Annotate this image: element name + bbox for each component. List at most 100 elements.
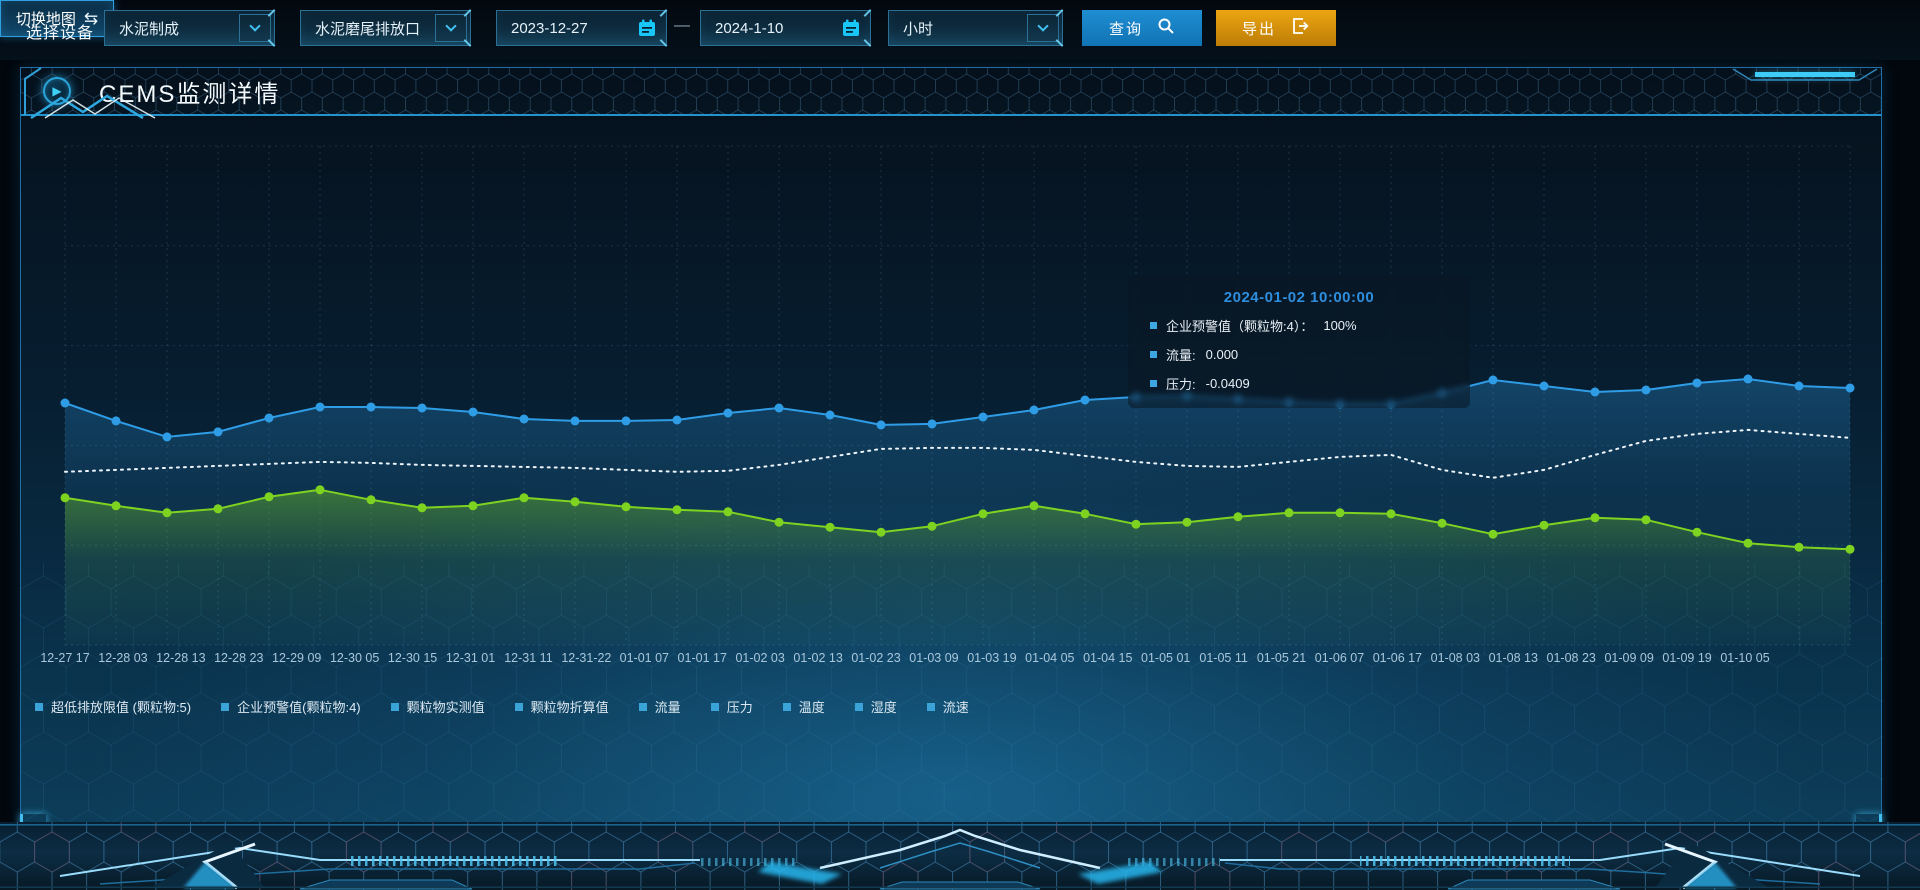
hexagon-pattern-cell bbox=[268, 614, 315, 668]
hexagon-pattern-cell bbox=[1506, 731, 1553, 785]
legend-item-label: 企业预警值(颗粒物:4) bbox=[237, 700, 361, 715]
hexagon-pattern-cell bbox=[1291, 109, 1308, 114]
hexagon-pattern-cell bbox=[893, 73, 916, 99]
hexagon-pattern-cell bbox=[1160, 822, 1196, 843]
hexagon-pattern-cell bbox=[1662, 73, 1685, 99]
legend-item[interactable]: 颗粒物折算值 bbox=[514, 697, 609, 716]
hexagon-pattern-cell bbox=[571, 68, 594, 81]
hexagon-pattern-cell bbox=[1485, 68, 1508, 81]
hexagon-pattern-cell bbox=[23, 109, 40, 114]
hexagon-pattern-cell bbox=[43, 770, 89, 824]
hexagon-pattern-cell bbox=[737, 68, 760, 81]
legend-item[interactable]: 颗粒物实测值 bbox=[390, 697, 485, 716]
hexagon-pattern-cell bbox=[1551, 731, 1598, 785]
play-icon[interactable]: ▶ bbox=[43, 77, 71, 105]
switch-map-button[interactable]: 切换地图 ⇆ bbox=[0, 0, 114, 37]
hexagon-pattern-cell bbox=[1340, 91, 1363, 114]
hexagon-pattern-cell bbox=[952, 861, 988, 890]
hexagon-pattern-cell bbox=[1709, 692, 1756, 746]
hexagon-pattern-cell bbox=[223, 563, 270, 590]
device-category-select[interactable]: 水泥制成 bbox=[104, 10, 275, 46]
hexagon-pattern-cell bbox=[148, 109, 165, 114]
hexagon-pattern-cell bbox=[1402, 68, 1425, 81]
tooltip-row: 企业预警值（颗粒物:4）： 100% bbox=[1150, 316, 1448, 335]
hexagon-pattern-cell bbox=[1686, 109, 1703, 114]
hexagon-pattern-cell bbox=[1596, 653, 1643, 707]
hexagon-pattern-cell bbox=[1078, 614, 1125, 668]
hexagon-pattern-cell bbox=[363, 861, 399, 890]
hexagon-pattern-cell bbox=[1142, 73, 1165, 99]
legend-item[interactable]: 企业预警值(颗粒物:4) bbox=[221, 697, 361, 716]
hexagon-pattern-cell bbox=[1028, 68, 1051, 81]
hexagon-pattern-cell bbox=[1267, 73, 1290, 99]
hexagon-pattern-cell bbox=[0, 861, 18, 890]
hexagon-pattern-cell bbox=[1371, 653, 1418, 707]
outlet-select[interactable]: 水泥磨尾排放口 bbox=[300, 10, 471, 46]
hexagon-pattern-cell bbox=[1818, 68, 1841, 81]
hexagon-pattern-cell bbox=[88, 614, 135, 668]
hexagon-pattern-cell bbox=[268, 563, 315, 590]
legend-item[interactable]: 流量 bbox=[638, 697, 681, 716]
outlet-select-value: 水泥磨尾排放口 bbox=[315, 20, 421, 38]
hexagon-pattern-cell bbox=[1326, 653, 1373, 707]
hexagon-pattern-cell bbox=[1385, 831, 1421, 873]
hexagon-pattern-cell bbox=[1844, 692, 1883, 746]
legend-item[interactable]: 温度 bbox=[782, 697, 825, 716]
hexagon-pattern-cell bbox=[605, 822, 642, 843]
hexagon-pattern-cell bbox=[1281, 831, 1317, 873]
end-date-input[interactable]: 2024-1-10 bbox=[700, 10, 871, 46]
start-date-input[interactable]: 2023-12-27 bbox=[496, 10, 667, 46]
hexagon-pattern-cell bbox=[1844, 563, 1883, 590]
interval-select[interactable]: 小时 bbox=[888, 10, 1063, 46]
hexagon-pattern-cell bbox=[831, 575, 878, 629]
hexagon-pattern-cell bbox=[1575, 861, 1612, 890]
hexagon-pattern-cell bbox=[1125, 109, 1141, 114]
hexagon-pattern-cell bbox=[1111, 68, 1134, 81]
hexagon-pattern-cell bbox=[921, 575, 968, 629]
legend-item[interactable]: 流速 bbox=[926, 697, 969, 716]
hexagon-pattern-cell bbox=[1166, 109, 1183, 114]
hexagon-pattern-cell bbox=[605, 861, 642, 890]
hexagon-pattern-cell bbox=[789, 73, 812, 99]
hexagon-pattern-cell bbox=[1551, 575, 1598, 629]
hexagon-pattern-cell bbox=[1756, 68, 1778, 81]
hexagon-pattern-cell bbox=[1870, 73, 1881, 99]
hexagon-pattern-cell bbox=[1298, 91, 1321, 114]
hexagon-pattern-cell bbox=[1641, 653, 1688, 707]
hexagon-pattern-cell bbox=[550, 91, 573, 114]
legend-item[interactable]: 湿度 bbox=[854, 697, 897, 716]
hexagon-pattern-cell bbox=[1423, 68, 1446, 81]
hexagon-pattern-cell bbox=[646, 109, 663, 114]
hexagon-pattern-cell bbox=[1213, 692, 1260, 746]
hexagon-pattern-cell bbox=[1033, 692, 1080, 746]
calendar-icon bbox=[630, 13, 664, 43]
hexagon-pattern-cell bbox=[1194, 91, 1217, 114]
hexagon-pattern-cell bbox=[1028, 91, 1051, 114]
hexagon-pattern-cell bbox=[1168, 563, 1215, 590]
hexagon-pattern-cell bbox=[1021, 109, 1037, 114]
hexagon-pattern-cell bbox=[883, 68, 905, 81]
hexagon-pattern-cell bbox=[1423, 91, 1446, 114]
hexagon-pattern-cell bbox=[779, 91, 801, 114]
hexagon-pattern-cell bbox=[1454, 73, 1477, 99]
hexagon-pattern-cell bbox=[1288, 73, 1311, 99]
hexagon-pattern-cell bbox=[799, 91, 822, 114]
hexagon-pattern-cell bbox=[21, 731, 67, 785]
hexagon-pattern-cell bbox=[758, 68, 781, 81]
hexagon-pattern-cell bbox=[862, 91, 885, 114]
hexagon-pattern-cell bbox=[1799, 614, 1846, 668]
hexagon-pattern-cell bbox=[987, 91, 1009, 114]
hexagon-pattern-cell bbox=[560, 731, 607, 785]
export-button[interactable]: 导出 bbox=[1216, 10, 1336, 46]
hexagon-pattern-cell bbox=[1631, 91, 1654, 114]
legend-item[interactable]: 压力 bbox=[710, 697, 753, 716]
hexagon-pattern-cell bbox=[1303, 770, 1350, 824]
hexagon-pattern-cell bbox=[425, 575, 472, 629]
hexagon-pattern-cell bbox=[178, 614, 225, 668]
hexagon-pattern-cell bbox=[1619, 563, 1666, 590]
query-button[interactable]: 查询 bbox=[1082, 10, 1202, 46]
hexagon-pattern-cell bbox=[363, 91, 386, 114]
hexagon-pattern-cell bbox=[1499, 109, 1516, 114]
legend-item[interactable]: 超低排放限值 (颗粒物:5) bbox=[35, 697, 191, 716]
hexagon-pattern-cell bbox=[1123, 563, 1170, 590]
